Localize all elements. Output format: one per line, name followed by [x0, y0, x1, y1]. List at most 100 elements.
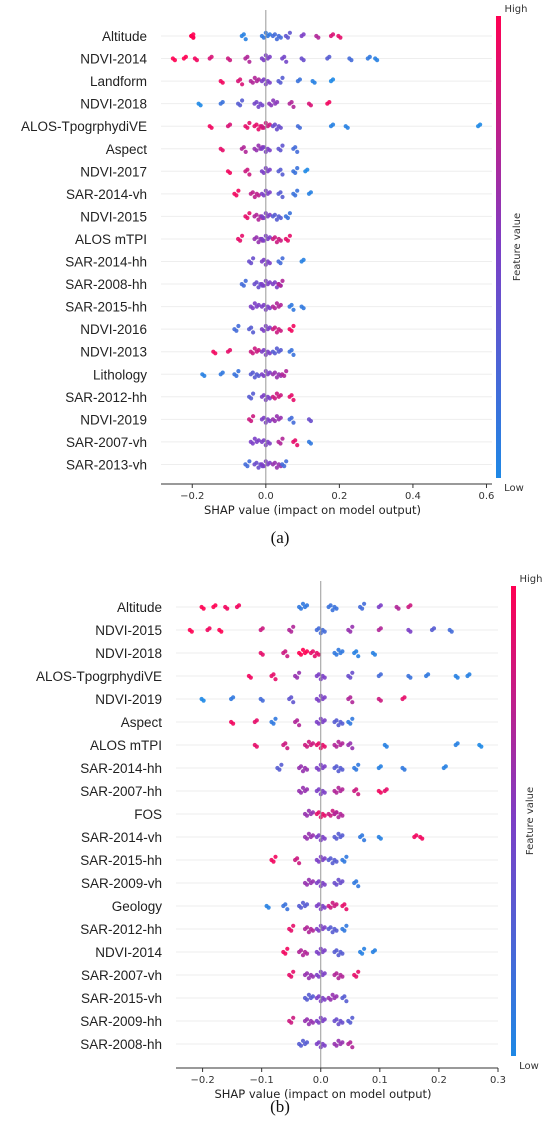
shap-point — [261, 257, 266, 262]
shap-point — [354, 649, 359, 654]
shap-point — [306, 930, 311, 935]
shap-point — [378, 698, 383, 703]
shap-point — [243, 149, 248, 154]
shap-point — [340, 721, 345, 726]
shap-point — [312, 654, 317, 659]
x-tick-label: 0.6 — [479, 491, 495, 502]
shap-point — [301, 58, 306, 63]
shap-point — [254, 718, 259, 723]
shap-point — [245, 464, 250, 469]
shap-point — [273, 716, 278, 721]
shap-point — [245, 215, 250, 221]
shap-point — [261, 464, 266, 469]
shap-point — [322, 925, 327, 930]
shap-point — [334, 1043, 339, 1048]
shap-point — [298, 764, 304, 769]
shap-point — [282, 54, 287, 60]
shap-point — [261, 328, 266, 333]
shap-point — [372, 652, 377, 657]
shap-point — [350, 670, 355, 675]
shap-point — [272, 32, 277, 37]
shap-point — [261, 393, 266, 398]
shap-point — [267, 441, 272, 446]
shap-point — [238, 238, 243, 243]
shap-point — [455, 741, 460, 746]
shap-point — [396, 606, 401, 611]
colorbar-b — [511, 586, 516, 1056]
shap-point — [273, 677, 278, 682]
shap-point — [304, 902, 310, 907]
shap-point — [334, 652, 339, 657]
shap-point — [278, 80, 283, 85]
shap-point — [300, 900, 306, 905]
shap-point — [362, 946, 367, 951]
shap-point — [348, 675, 353, 680]
shap-point — [322, 718, 327, 723]
caption-a: (a) — [271, 528, 290, 547]
shap-point — [231, 721, 236, 726]
shap-point — [285, 907, 290, 912]
shap-point — [295, 718, 300, 723]
shap-point — [354, 767, 359, 772]
shap-point — [342, 859, 347, 864]
x-tick-label: 0.0 — [258, 491, 274, 502]
shap-point — [289, 393, 294, 398]
shap-point — [261, 215, 266, 221]
shap-point — [408, 603, 413, 608]
feature-label: NDVI-2013 — [80, 345, 147, 360]
feature-label: NDVI-2018 — [80, 97, 147, 112]
shap-point — [256, 285, 261, 290]
shap-point — [194, 58, 199, 63]
shap-point — [310, 649, 315, 654]
feature-label: SAR-2012-hh — [65, 390, 147, 405]
feature-label: SAR-2015-vh — [81, 991, 162, 1006]
shap-point — [261, 35, 266, 40]
shap-point — [254, 280, 259, 285]
shap-point — [289, 100, 294, 105]
shap-point — [322, 744, 327, 749]
shap-point — [297, 125, 302, 130]
feature-label: SAR-2007-hh — [80, 784, 162, 799]
shap-point — [356, 762, 361, 767]
shap-point — [283, 951, 288, 956]
shap-point — [354, 787, 359, 792]
shap-point — [306, 808, 311, 813]
shap-point — [301, 32, 306, 37]
shap-point — [271, 672, 276, 677]
shap-point — [336, 785, 341, 790]
shap-point — [267, 325, 272, 330]
shap-point — [306, 739, 311, 744]
shap-point — [328, 997, 333, 1002]
shap-point — [291, 397, 296, 403]
shap-point — [310, 994, 315, 999]
shap-point — [274, 285, 279, 290]
shap-point — [289, 928, 294, 933]
shap-point — [372, 948, 377, 953]
feature-label: NDVI-2015 — [80, 209, 147, 224]
shap-point — [277, 767, 282, 772]
shap-point — [316, 35, 321, 40]
shap-point — [306, 877, 311, 882]
shap-point — [236, 603, 242, 608]
shap-point — [201, 698, 206, 703]
shap-point — [375, 58, 380, 63]
feature-label: SAR-2014-hh — [65, 255, 147, 270]
shap-point — [267, 460, 272, 465]
shap-point — [298, 1043, 304, 1048]
shap-point — [183, 54, 188, 60]
shap-point — [278, 302, 283, 308]
shap-point — [287, 211, 292, 216]
shap-point — [240, 98, 245, 103]
shap-point — [336, 953, 341, 958]
shap-point — [310, 928, 315, 933]
shap-point — [267, 80, 272, 85]
shap-point — [241, 283, 246, 288]
shap-point — [283, 649, 288, 654]
shap-point — [272, 370, 277, 375]
shap-point — [280, 256, 285, 261]
shap-point — [345, 125, 350, 130]
shap-point — [336, 877, 341, 882]
shap-point — [285, 746, 290, 751]
shap-point — [236, 323, 241, 329]
shap-point — [316, 974, 321, 979]
